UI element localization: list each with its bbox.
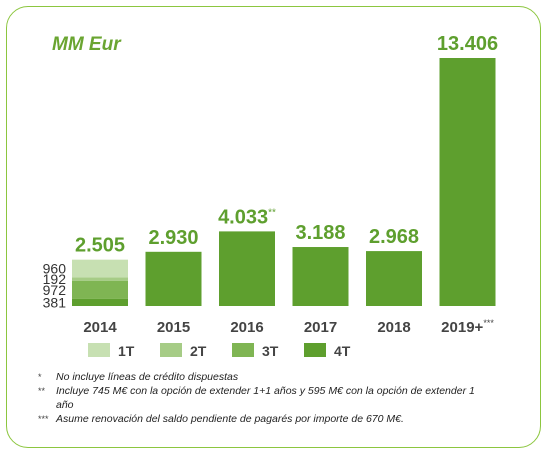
footnote-mark: ***: [38, 414, 49, 424]
legend-swatch: [232, 343, 254, 357]
category-label: 2014: [83, 319, 117, 336]
bar: [219, 231, 275, 306]
bar-value-label: 2.930: [148, 227, 198, 249]
legend-label: 2T: [190, 343, 207, 359]
segment-label: 972: [43, 282, 67, 298]
bar: [145, 251, 202, 306]
footnote-mark: *: [38, 372, 42, 382]
bar-value-label: 3.188: [295, 222, 345, 244]
segment-label: 960: [43, 261, 67, 277]
category-label: 2016: [230, 319, 263, 336]
segment-label: 192: [43, 271, 67, 287]
unit-label: MM Eur: [52, 34, 121, 55]
category-label: 2019+***: [441, 318, 494, 336]
footnote-text: Incluye 745 M€ con la opción de extender…: [56, 385, 475, 411]
footnote-text: No incluye líneas de crédito dispuestas: [56, 371, 239, 383]
category-label: 2018: [377, 319, 410, 336]
footnote-mark: **: [38, 386, 46, 396]
stack-segment-2T: [72, 277, 128, 281]
bar-value-label: 13.406: [437, 33, 498, 55]
chart-frame: [6, 6, 541, 448]
footnotes: * No incluye líneas de crédito dispuesta…: [38, 370, 486, 426]
footnote: * No incluye líneas de crédito dispuesta…: [38, 370, 486, 384]
legend-swatch: [304, 343, 326, 357]
bar: [366, 251, 422, 306]
stack-segment-1T: [72, 259, 128, 278]
footnote-text: Asume renovación del saldo pendiente de …: [56, 413, 404, 425]
category-label: 2017: [304, 319, 337, 336]
bar-value-label: 4.033**: [218, 206, 276, 228]
bar: [439, 58, 496, 306]
footnote: ** Incluye 745 M€ con la opción de exten…: [38, 384, 486, 412]
stack-segment-4T: [72, 298, 128, 306]
legend-label: 1T: [118, 343, 135, 359]
bar: [292, 247, 349, 306]
legend-swatch: [160, 343, 182, 357]
legend-swatch: [88, 343, 110, 357]
stack-segment-3T: [72, 280, 128, 299]
legend-label: 3T: [262, 343, 279, 359]
footnote: *** Asume renovación del saldo pendiente…: [38, 412, 486, 426]
legend-label: 4T: [334, 343, 351, 359]
segment-label: 381: [43, 294, 67, 310]
category-label: 2015: [157, 319, 190, 336]
bar-value-label: 2.505: [75, 235, 125, 257]
bar-value-label: 2.968: [369, 226, 419, 248]
